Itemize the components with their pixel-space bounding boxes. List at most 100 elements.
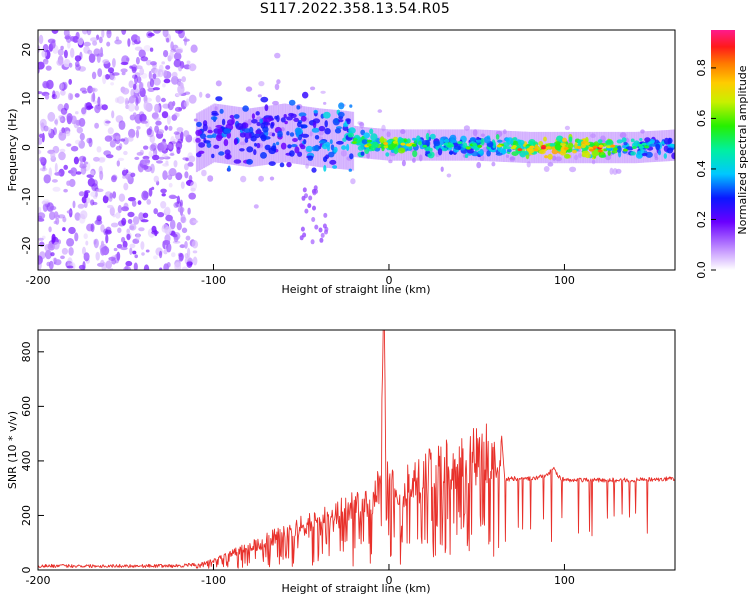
ridge-blob — [403, 138, 407, 143]
faint-blob — [240, 175, 247, 183]
noise-blob — [124, 265, 129, 270]
faint-blob — [446, 173, 452, 178]
ridge-blob — [276, 115, 280, 123]
ridge-peak — [597, 149, 603, 153]
ridge-blob — [297, 151, 303, 157]
ridge-halo — [234, 106, 237, 166]
noise-blob — [90, 37, 98, 42]
noise-blob — [159, 267, 163, 270]
noise-blob — [153, 77, 161, 86]
noise-blob — [169, 219, 176, 230]
noise-blob — [161, 193, 166, 197]
noise-blob — [90, 94, 94, 103]
noise-blob — [192, 256, 198, 266]
ridge-halo — [483, 129, 486, 162]
noise-blob — [63, 164, 68, 170]
ridge-blob — [543, 136, 547, 142]
noise-blob — [94, 191, 98, 198]
ridge-blob — [381, 146, 385, 152]
noise-blob — [187, 207, 191, 215]
ridge-peak — [610, 144, 616, 148]
noise-blob — [180, 82, 184, 89]
ridge-halo — [331, 109, 334, 169]
noise-blob — [121, 55, 130, 65]
noise-blob — [181, 76, 186, 83]
noise-blob — [106, 30, 112, 39]
faint-blob — [323, 212, 328, 218]
ridge-peak — [644, 145, 649, 149]
noise-blob — [75, 64, 81, 71]
noise-blob — [62, 81, 68, 90]
noise-blob — [83, 45, 90, 54]
noise-blob — [187, 152, 193, 161]
ridge-blob — [329, 139, 333, 145]
noise-blob — [123, 182, 129, 191]
ridge-blob — [369, 128, 374, 135]
ridge-blob — [198, 142, 206, 148]
ridge-halo — [329, 109, 332, 169]
noise-blob — [38, 255, 43, 265]
noise-blob — [162, 83, 166, 88]
ridge-blob — [337, 111, 345, 118]
ridge-blob — [324, 120, 328, 128]
ridge-blob — [502, 142, 510, 147]
ridge-blob — [255, 111, 260, 116]
noise-blob — [122, 169, 128, 176]
noise-blob — [62, 218, 67, 222]
ridge-blob — [433, 140, 441, 147]
noise-blob — [143, 158, 151, 166]
noise-blob — [153, 175, 159, 183]
ridge-blob — [429, 147, 433, 152]
ridge-blob — [379, 136, 385, 144]
noise-blob — [53, 220, 57, 225]
faint-blob — [547, 162, 554, 167]
noise-blob — [54, 118, 59, 126]
noise-blob — [107, 67, 115, 74]
noise-blob — [168, 182, 173, 188]
noise-blob — [150, 61, 157, 66]
noise-blob — [159, 64, 164, 73]
ridge-blob — [231, 117, 235, 125]
ridge-peak — [411, 143, 417, 147]
ridge-blob — [311, 127, 320, 133]
ridge-peak — [400, 142, 406, 146]
ridge-blob — [256, 121, 262, 127]
noise-blob — [38, 34, 44, 45]
noise-blob — [69, 93, 74, 100]
faint-blob — [269, 176, 275, 181]
noise-blob — [101, 30, 105, 38]
ridge-blob — [233, 138, 238, 146]
ridge-blob — [649, 143, 657, 147]
noise-blob — [161, 111, 169, 119]
ridge-blob — [318, 125, 326, 132]
noise-blob — [134, 104, 139, 111]
noise-blob — [66, 143, 72, 147]
ridge-blob — [215, 134, 223, 142]
noise-blob — [156, 160, 163, 164]
noise-blob — [83, 233, 88, 240]
noise-blob — [115, 212, 121, 219]
noise-blob — [42, 80, 49, 89]
noise-blob — [177, 252, 183, 257]
noise-blob — [173, 52, 182, 61]
snr-ytick-label: 200 — [20, 505, 33, 526]
noise-blob — [150, 142, 158, 151]
noise-blob — [179, 199, 183, 208]
ridge-peak — [511, 145, 517, 148]
noise-blob — [133, 262, 138, 270]
ridge-blob — [342, 137, 347, 142]
ridge-blob — [298, 112, 307, 117]
ridge-blob — [549, 143, 556, 147]
noise-blob — [81, 90, 88, 94]
ridge-blob — [451, 139, 458, 143]
colorbar-tick-label: 0.2 — [695, 211, 708, 229]
ridge-blob — [504, 146, 512, 150]
ridge-blob — [233, 114, 240, 119]
faint-blob — [304, 208, 309, 214]
ridge-blob — [199, 133, 207, 140]
ridge-blob — [286, 131, 290, 136]
noise-blob — [148, 70, 152, 80]
ridge-peak — [592, 145, 598, 149]
noise-blob — [93, 156, 100, 162]
ridge-blob — [560, 142, 565, 146]
